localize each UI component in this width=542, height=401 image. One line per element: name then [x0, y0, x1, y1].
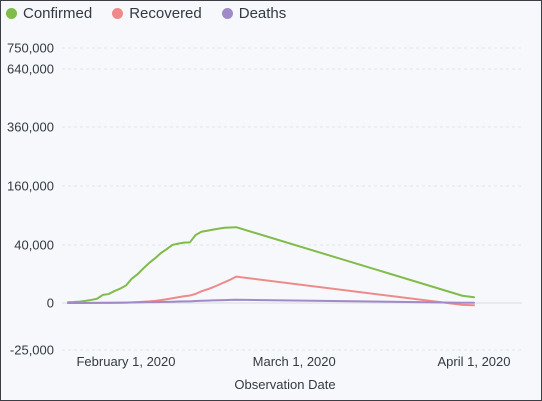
- series-line-confirmed[interactable]: [67, 226, 475, 304]
- legend-label-recovered: Recovered: [129, 5, 202, 22]
- legend-dot-deaths: [221, 8, 233, 19]
- x-tick-label: February 1, 2020: [76, 354, 175, 369]
- y-tick-label: 640,000: [7, 62, 54, 77]
- y-tick-label: 160,000: [7, 179, 54, 194]
- x-axis-tick-labels: February 1, 2020 March 1, 2020 April 1, 20…: [76, 354, 510, 369]
- x-axis-title: Observation Date: [234, 377, 335, 392]
- series-lines: [67, 226, 475, 307]
- y-tick-label: 360,000: [7, 120, 54, 135]
- y-tick-label: -25,000: [10, 343, 54, 358]
- legend-item-recovered[interactable]: Recovered: [112, 5, 202, 22]
- legend-item-deaths[interactable]: Deaths: [221, 5, 287, 22]
- chart-legend: Confirmed Recovered Deaths: [6, 5, 306, 22]
- legend-item-confirmed[interactable]: Confirmed: [6, 5, 92, 22]
- x-tick-label: April 1, 2020: [438, 354, 511, 369]
- legend-dot-recovered: [112, 8, 124, 19]
- legend-label-deaths: Deaths: [238, 5, 287, 22]
- y-axis-tick-labels: 750,000 640,000 360,000 160,000 40,000 0 -25,0…: [7, 41, 54, 358]
- y-tick-label: 0: [47, 296, 54, 311]
- y-tick-label: 40,000: [14, 238, 54, 253]
- legend-label-confirmed: Confirmed: [23, 5, 93, 22]
- legend-dot-confirmed: [6, 8, 17, 19]
- y-tick-label: 750,000: [7, 41, 54, 56]
- series-line-deaths[interactable]: [67, 298, 475, 304]
- x-tick-label: March 1, 2020: [253, 354, 336, 369]
